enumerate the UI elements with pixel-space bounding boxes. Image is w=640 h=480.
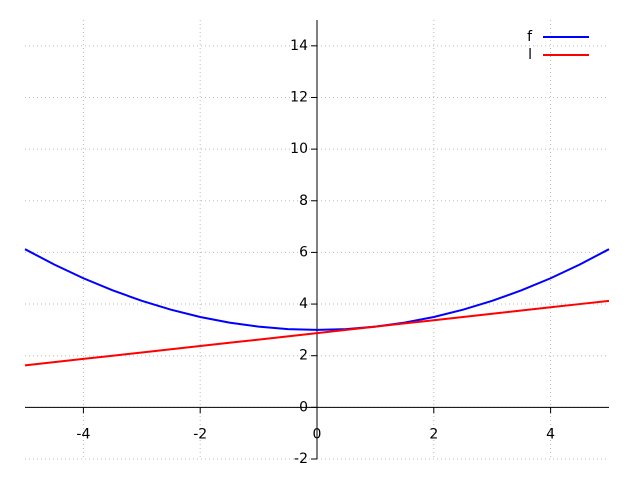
x-tick-label: -2: [193, 426, 207, 442]
y-tick-label: -2: [294, 451, 308, 467]
y-tick-label: 2: [299, 348, 308, 364]
legend-label: f: [527, 29, 533, 45]
y-tick-label: 4: [299, 296, 308, 312]
y-tick-label: 12: [290, 89, 308, 105]
x-tick-label: 0: [313, 426, 322, 442]
series-line: [24, 248, 610, 331]
y-tick-label: 10: [290, 141, 308, 157]
x-tick-label: -4: [76, 426, 90, 442]
legend-label: l: [528, 47, 532, 63]
y-tick-label: 6: [299, 244, 308, 260]
series-line: [24, 299, 610, 367]
x-tick-label: 4: [546, 426, 555, 442]
y-tick-label: 8: [299, 193, 308, 209]
x-tick-label: 2: [429, 426, 438, 442]
y-tick-label: 0: [299, 399, 308, 415]
y-tick-label: 14: [290, 38, 308, 54]
